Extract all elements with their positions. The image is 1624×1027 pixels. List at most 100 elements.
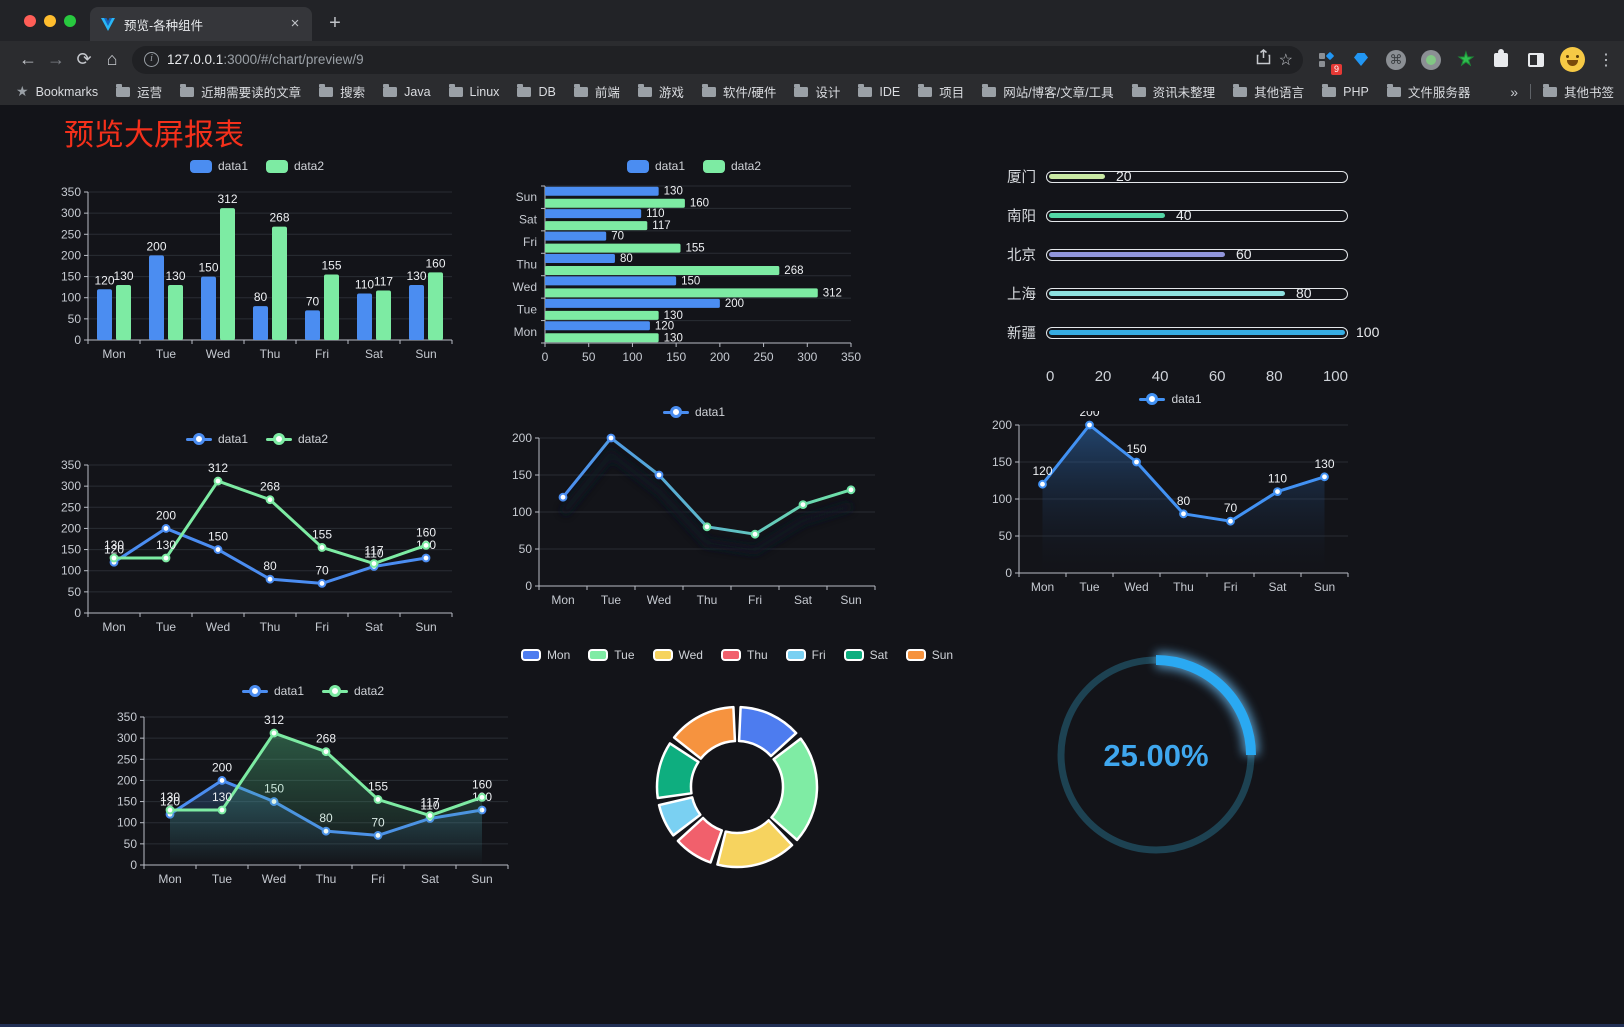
horizontal-bar-chart[interactable]: data1 data2 0 50 100 150 200 250 300 350 Sun Sat Fri…: [503, 154, 885, 369]
bookmark-folder[interactable]: 运营: [116, 82, 162, 101]
forward-button[interactable]: →: [47, 48, 65, 69]
gradient-line-chart[interactable]: data1 0 50 100 150 200 Mon Tue Wed Thu Fri Sat Sun: [503, 400, 885, 612]
svg-text:200: 200: [146, 239, 166, 253]
svg-text:70: 70: [315, 563, 329, 577]
svg-text:117: 117: [364, 544, 383, 558]
extensions-puzzle-icon[interactable]: [1490, 48, 1512, 71]
bookmark-folder[interactable]: 游戏: [637, 82, 684, 101]
svg-text:120: 120: [1032, 464, 1052, 478]
bookmark-folder[interactable]: 其他语言: [1233, 82, 1304, 101]
line-chart[interactable]: data1 data2 0 50 100 150 200 250 300 350 Mon Tue Wed…: [52, 427, 462, 639]
recorder-extension-icon[interactable]: [1420, 49, 1442, 71]
site-info-icon[interactable]: i: [144, 52, 159, 67]
progress-track: 80: [1046, 285, 1348, 301]
bookmarks-overflow-icon[interactable]: »: [1510, 83, 1518, 100]
progress-row: 新疆 100: [1000, 313, 1379, 352]
legend-item[interactable]: Mon: [520, 648, 570, 662]
svg-text:0: 0: [74, 606, 81, 620]
new-tab-button[interactable]: +: [329, 12, 341, 34]
bookmark-folder-label: 其他语言: [1254, 86, 1305, 100]
bookmarks-manager[interactable]: ★ Bookmarks: [16, 83, 98, 100]
donut-chart[interactable]: Mon Tue Wed Thu Fri Sat Sun: [503, 643, 971, 909]
legend-swatch: [843, 649, 864, 661]
legend-item[interactable]: Thu: [720, 648, 768, 662]
bookmark-folder[interactable]: IDE: [858, 82, 900, 101]
legend-item[interactable]: Wed: [652, 648, 703, 662]
progress-label: 新疆: [1007, 326, 1036, 342]
legend-item[interactable]: data1: [189, 159, 248, 173]
tab-close-icon[interactable]: ×: [290, 15, 300, 32]
svg-text:Thu: Thu: [1173, 580, 1194, 594]
window-close-button[interactable]: [24, 14, 36, 27]
svg-text:Fri: Fri: [315, 347, 329, 361]
star-extension-icon[interactable]: ★: [1457, 49, 1475, 70]
profile-avatar[interactable]: [1560, 47, 1585, 72]
svg-text:80: 80: [254, 290, 268, 304]
svg-text:Tue: Tue: [601, 593, 622, 607]
legend-item[interactable]: Sat: [843, 648, 888, 662]
address-bar[interactable]: i 127.0.0.1:3000/#/chart/preview/9 ☆: [132, 45, 1303, 74]
legend-item[interactable]: data1: [1139, 392, 1202, 406]
home-button[interactable]: ⌂: [106, 48, 118, 69]
legend-item[interactable]: Fri: [785, 648, 826, 662]
extension-grid-icon[interactable]: 9: [1315, 49, 1342, 75]
svg-text:Sun: Sun: [1314, 580, 1335, 594]
axis-tick-label: 20: [1094, 368, 1112, 385]
legend-item[interactable]: data2: [703, 159, 761, 173]
legend-item[interactable]: data2: [322, 684, 384, 698]
bookmark-folder[interactable]: PHP: [1322, 82, 1369, 101]
legend-item[interactable]: data1: [185, 432, 248, 446]
browser-menu-icon[interactable]: ⋮: [1598, 51, 1614, 69]
bookmark-folder[interactable]: Java: [383, 82, 431, 101]
legend-item[interactable]: data1: [662, 405, 725, 419]
stacked-area-line-chart[interactable]: data1 data2 0 50 100 150 200 250 300 350 Mon Tue Wed…: [108, 679, 518, 891]
legend-swatch: [322, 685, 348, 697]
svg-text:117: 117: [374, 275, 393, 289]
progress-bar-chart[interactable]: 厦门 20 南阳 40 北京 60 上海 80 新疆 100 0 20 40 60 80 100: [1000, 157, 1379, 392]
svg-text:268: 268: [784, 265, 803, 277]
window-zoom-button[interactable]: [64, 14, 76, 27]
back-button[interactable]: ←: [19, 48, 37, 69]
browser-tab[interactable]: 预览-各种组件 ×: [90, 7, 312, 41]
legend-item[interactable]: Tue: [588, 648, 635, 662]
progress-value: 20: [1116, 167, 1132, 184]
bookmark-folder[interactable]: 前端: [573, 82, 620, 101]
bookmark-folder[interactable]: 资讯未整理: [1131, 82, 1215, 101]
svg-text:50: 50: [68, 312, 82, 326]
other-bookmarks[interactable]: 其他书签: [1542, 82, 1614, 101]
gauge-chart[interactable]: 25.00%: [1040, 639, 1272, 871]
bookmark-folder[interactable]: Linux: [448, 82, 499, 101]
legend-swatch: [266, 159, 288, 173]
bookmark-star-icon[interactable]: ☆: [1278, 51, 1293, 69]
bookmark-folder[interactable]: 软件/硬件: [701, 82, 776, 101]
bar-chart[interactable]: data1 data2 0 50 100 150 200 250 300 350 Mon Tue Wed…: [52, 154, 462, 366]
gem-extension-icon[interactable]: [1350, 49, 1372, 71]
command-extension-icon[interactable]: ⌘: [1385, 49, 1407, 71]
side-panel-icon[interactable]: [1525, 49, 1547, 71]
legend-item[interactable]: data2: [266, 159, 324, 173]
svg-text:155: 155: [321, 258, 341, 272]
legend-item[interactable]: Sun: [905, 648, 953, 662]
bookmark-folder[interactable]: 近期需要读的文章: [180, 82, 301, 101]
bookmark-folder[interactable]: 设计: [794, 82, 840, 101]
bookmark-folder[interactable]: 文件服务器: [1386, 82, 1470, 101]
bookmark-folder[interactable]: DB: [517, 82, 556, 101]
svg-text:300: 300: [61, 479, 81, 493]
folder-icon: [1233, 83, 1248, 97]
reload-button[interactable]: ⟳: [76, 48, 92, 69]
share-icon[interactable]: [1256, 49, 1271, 70]
svg-text:50: 50: [999, 529, 1013, 543]
legend-item[interactable]: data1: [241, 684, 304, 698]
url-text[interactable]: 127.0.0.1:3000/#/chart/preview/9: [167, 52, 1248, 67]
svg-text:Thu: Thu: [260, 620, 281, 634]
area-line-chart[interactable]: data1 0 50 100 150 200 Mon Tue Wed Thu Fri Sat Sun 12…: [983, 387, 1358, 599]
svg-text:268: 268: [269, 211, 289, 225]
bookmark-folder[interactable]: 网站/博客/文章/工具: [982, 82, 1114, 101]
bookmark-folder[interactable]: 项目: [918, 82, 964, 101]
window-minimize-button[interactable]: [44, 14, 56, 27]
folder-icon: [794, 83, 809, 97]
bookmark-folder[interactable]: 搜索: [319, 82, 365, 101]
legend-item[interactable]: data1: [626, 159, 685, 173]
svg-text:Mon: Mon: [102, 347, 125, 361]
legend-item[interactable]: data2: [266, 432, 328, 446]
